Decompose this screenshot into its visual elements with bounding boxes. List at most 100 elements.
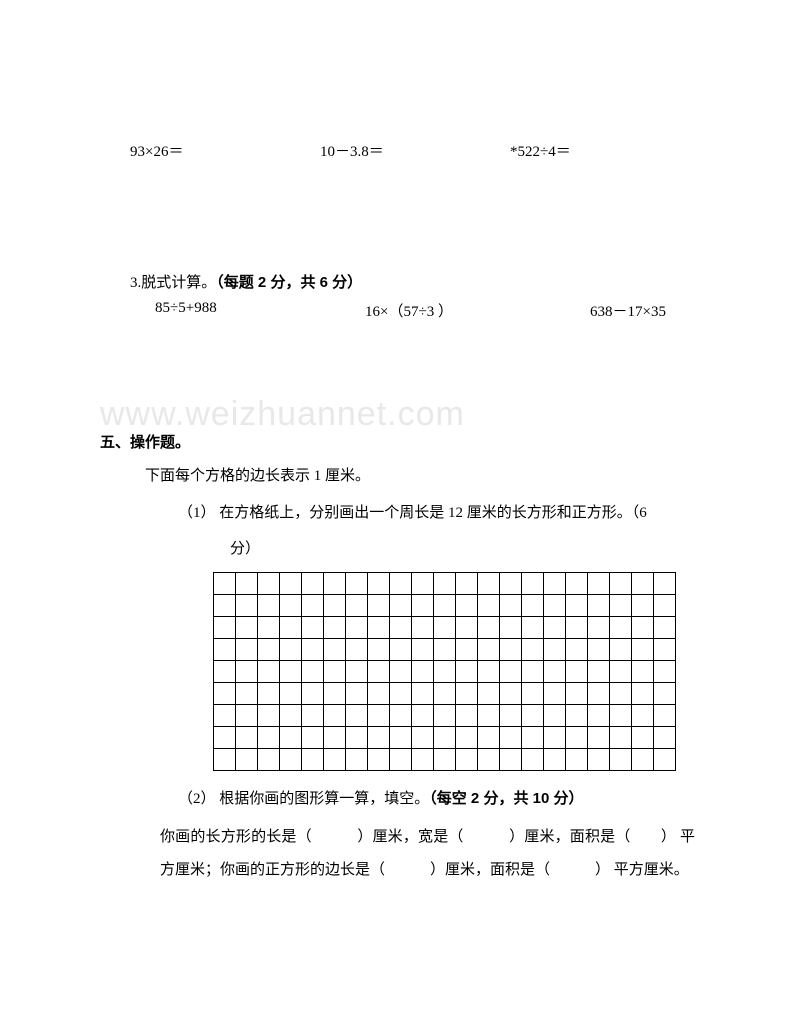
expr-a: 93×26＝	[130, 140, 320, 161]
q3-expression-row: 85÷5+988 16×（57÷3 ） 638－17×35	[100, 300, 705, 321]
grid-cell	[258, 704, 280, 726]
grid-cell	[456, 660, 478, 682]
grid-cell	[522, 748, 544, 770]
grid-cell	[632, 638, 654, 660]
grid-cell	[280, 660, 302, 682]
grid-cell	[544, 682, 566, 704]
grid-cell	[588, 704, 610, 726]
grid-cell	[456, 594, 478, 616]
grid-cell	[346, 638, 368, 660]
q3-a: 85÷5+988	[155, 300, 365, 321]
grid-cell	[456, 726, 478, 748]
grid-cell	[544, 748, 566, 770]
grid-cell	[654, 748, 676, 770]
grid-cell	[478, 660, 500, 682]
grid-cell	[214, 616, 236, 638]
grid-cell	[566, 748, 588, 770]
grid-cell	[478, 594, 500, 616]
grid-cell	[434, 638, 456, 660]
grid-cell	[390, 660, 412, 682]
grid-cell	[346, 682, 368, 704]
grid-cell	[478, 638, 500, 660]
grid-cell	[434, 660, 456, 682]
grid-cell	[214, 594, 236, 616]
grid-cell	[500, 594, 522, 616]
grid-cell	[610, 726, 632, 748]
grid-cell	[456, 572, 478, 594]
grid-cell	[522, 616, 544, 638]
grid-cell	[632, 594, 654, 616]
grid-cell	[412, 594, 434, 616]
grid-cell	[478, 748, 500, 770]
grid-cell	[368, 594, 390, 616]
grid-cell	[368, 638, 390, 660]
grid-cell	[632, 616, 654, 638]
grid-cell	[632, 660, 654, 682]
grid-cell	[280, 594, 302, 616]
grid-cell	[236, 748, 258, 770]
q5-2-text: （2） 根据你画的图形算一算，填空。	[178, 791, 429, 807]
grid-cell	[302, 682, 324, 704]
grid-cell	[302, 594, 324, 616]
grid-cell	[214, 660, 236, 682]
grid-cell	[302, 726, 324, 748]
grid-cell	[522, 704, 544, 726]
grid-cell	[566, 704, 588, 726]
expression-row-1: 93×26＝ 10－3.8＝ *522÷4＝	[100, 140, 705, 161]
grid-cell	[280, 726, 302, 748]
grid-cell	[456, 682, 478, 704]
grid-cell	[214, 726, 236, 748]
grid-cell	[434, 748, 456, 770]
grid-cell	[456, 638, 478, 660]
grid-cell	[258, 660, 280, 682]
grid-cell	[588, 726, 610, 748]
grid-cell	[412, 616, 434, 638]
grid-cell	[632, 704, 654, 726]
page-content: 93×26＝ 10－3.8＝ *522÷4＝ 3.脱式计算。（每题 2 分，共 …	[100, 140, 705, 887]
grid-cell	[588, 638, 610, 660]
grid-cell	[588, 660, 610, 682]
expr-b: 10－3.8＝	[320, 140, 510, 161]
grid-cell	[368, 748, 390, 770]
grid-cell	[434, 594, 456, 616]
grid-cell	[412, 748, 434, 770]
expr-c: *522÷4＝	[510, 140, 571, 161]
section-5-title: 五、操作题。	[100, 431, 705, 452]
grid-cell	[434, 682, 456, 704]
grid-cell	[368, 682, 390, 704]
grid-cell	[500, 638, 522, 660]
grid-cell	[412, 660, 434, 682]
grid-cell	[478, 616, 500, 638]
grid-cell	[236, 682, 258, 704]
grid-cell	[654, 704, 676, 726]
grid-cell	[390, 704, 412, 726]
grid-cell	[324, 616, 346, 638]
grid-cell	[566, 682, 588, 704]
grid-cell	[412, 682, 434, 704]
grid-cell	[214, 572, 236, 594]
grid-cell	[390, 616, 412, 638]
grid-cell	[324, 682, 346, 704]
q5-2-heading: （2） 根据你画的图形算一算，填空。（每空 2 分，共 10 分）	[100, 785, 705, 814]
grid-cell	[214, 638, 236, 660]
q5-2-note: （每空 2 分，共 10 分）	[429, 790, 583, 807]
grid-cell	[500, 726, 522, 748]
grid-cell	[390, 572, 412, 594]
grid-cell	[610, 660, 632, 682]
grid-cell	[236, 594, 258, 616]
grid-cell	[522, 638, 544, 660]
grid-cell	[654, 594, 676, 616]
grid-cell	[456, 616, 478, 638]
grid-cell	[368, 660, 390, 682]
grid-cell	[654, 616, 676, 638]
grid-cell	[236, 616, 258, 638]
grid-cell	[324, 638, 346, 660]
grid-cell	[610, 638, 632, 660]
grid-cell	[324, 572, 346, 594]
grid-cell	[654, 660, 676, 682]
grid-cell	[346, 704, 368, 726]
grid-cell	[500, 616, 522, 638]
fill-in-paragraph: 你画的长方形的长是（ ）厘米，宽是（ ）厘米，面积是（ ） 平方厘米；你画的正方…	[100, 821, 705, 887]
grid-cell	[258, 726, 280, 748]
grid-cell	[280, 682, 302, 704]
